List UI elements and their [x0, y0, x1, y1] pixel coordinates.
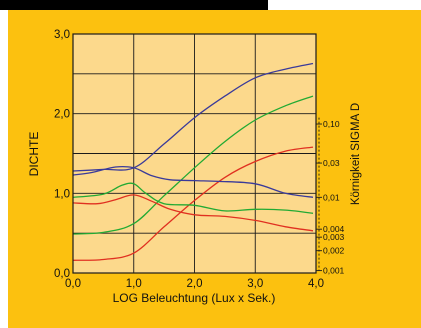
x-axis-label: LOG Beleuchtung (Lux x Sek.)	[113, 291, 276, 305]
y-axis-label: DICHTE	[27, 132, 41, 177]
secondary-axis-label: Körnigkeit SIGMA D	[350, 103, 362, 205]
y2-tick-label: 0,002	[323, 246, 345, 256]
gridlines	[73, 34, 316, 273]
x-tick-label: 2,0	[187, 278, 203, 290]
x-tick-label: 0,0	[65, 278, 81, 290]
y2-tick-label: 0,004	[323, 224, 345, 234]
x-tick-label: 4,0	[308, 278, 324, 290]
x-tick-label: 3,0	[247, 278, 263, 290]
red-granularity-line	[72, 194, 314, 232]
y-tick-label: 0,0	[54, 268, 70, 280]
y2-tick-label: 0,10	[323, 119, 340, 129]
y2-tick-label: 0,001	[323, 266, 345, 276]
green-granularity-line	[72, 182, 314, 214]
x-tick-labels: 0,0 1,0 2,0 3,0 4,0	[65, 278, 324, 290]
y2-tick-label: 0,003	[323, 232, 345, 242]
y-tick-label: 2,0	[54, 109, 70, 121]
x-tick-label: 1,0	[126, 278, 142, 290]
red-density-line	[72, 146, 314, 261]
y2-tick-label: 0,03	[323, 158, 340, 168]
y2-tick-label: 0,01	[323, 192, 340, 202]
top-black-bar	[0, 0, 268, 10]
y-tick-labels: 0,0 1,0 2,0 3,0	[54, 29, 70, 280]
plot-border	[72, 33, 317, 274]
green-density-line	[72, 95, 314, 235]
y-tick-label: 1,0	[54, 188, 70, 200]
y-tick-label: 3,0	[54, 29, 70, 41]
series-lines	[72, 62, 314, 261]
blue-granularity-line	[72, 165, 314, 198]
blue-density-line	[72, 62, 314, 172]
